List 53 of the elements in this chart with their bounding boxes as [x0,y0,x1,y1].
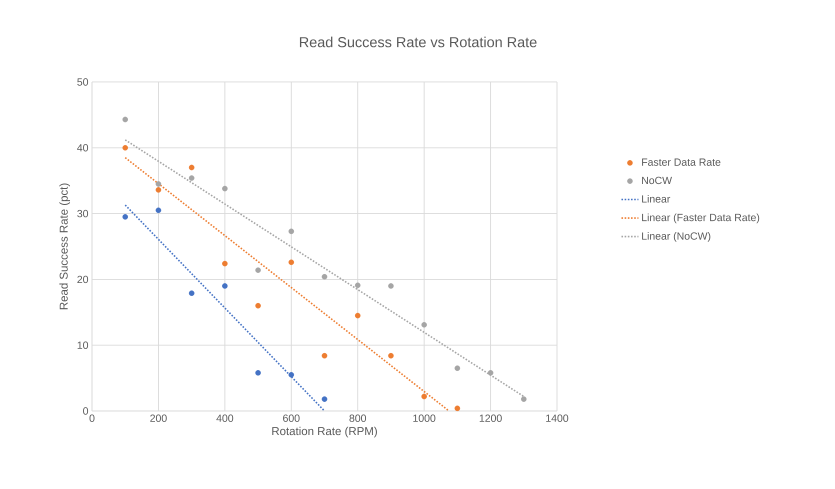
x-tick-label: 600 [283,414,300,422]
chart-title: Read Success Rate vs Rotation Rate [300,36,537,48]
point [222,186,228,192]
point [322,274,328,280]
point [288,372,294,378]
point [454,406,460,412]
point [288,228,294,234]
point [421,394,427,400]
point [156,187,162,193]
point [156,208,162,214]
legend-label: Linear [642,194,670,203]
point [122,145,128,151]
point [322,396,328,402]
x-tick-label: 800 [349,414,366,422]
y-tick-label: 50 [77,78,88,86]
point [354,282,361,288]
point [255,267,261,273]
point [388,352,394,359]
point [255,302,261,308]
x-tick-label: 1200 [480,414,502,422]
point [222,283,228,289]
y-tick-label: 40 [77,144,88,152]
y-tick-label: 10 [78,341,88,349]
point [454,365,460,372]
legend-label: NoCW [642,176,672,184]
legend-label: Linear (NoCW) [642,232,710,242]
x-axis-title: Rotation Rate (RPM) [272,426,377,438]
point [156,181,162,187]
y-tick-label: 20 [77,276,88,284]
x-tick-label: 1400 [546,414,568,422]
point [188,290,194,296]
point [488,370,494,376]
point [255,370,261,376]
point [288,259,294,266]
point [188,164,194,170]
point [354,312,361,318]
legend-label: Linear (Faster Data Rate) [642,214,760,224]
point [322,352,328,359]
y-axis-title: Read Success Rate (pct) [59,184,70,310]
point [122,214,128,220]
x-tick-label: 0 [90,414,95,422]
x-tick-label: 400 [216,414,234,422]
x-tick-label: 200 [150,414,167,422]
point [222,260,228,266]
point [188,175,194,181]
legend-label: Faster Data Rate [642,158,720,166]
point [388,283,394,289]
point [521,396,527,402]
x-tick-label: 1000 [413,414,436,422]
y-tick-label: 30 [77,210,88,218]
point [122,116,128,122]
point [421,322,427,328]
y-tick-label: 0 [83,407,88,415]
